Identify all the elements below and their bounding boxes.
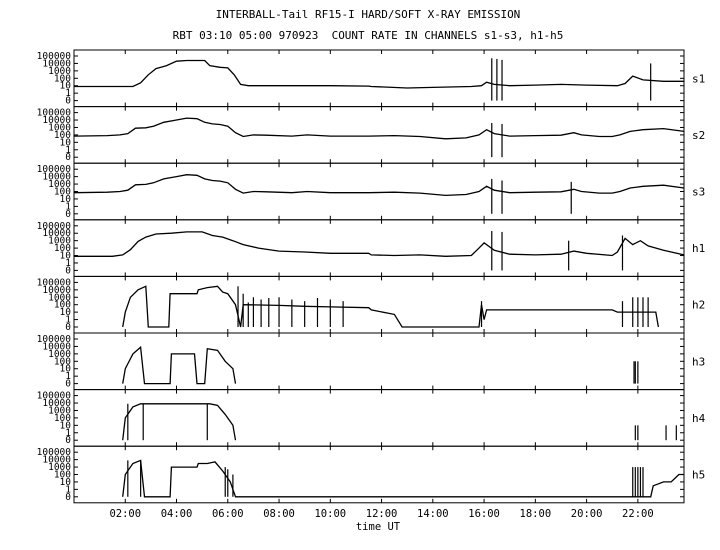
series-line-h3 <box>122 345 237 385</box>
y-tick-label: 100000 <box>37 221 72 232</box>
y-tick-label: 0 <box>65 379 71 390</box>
y-tick-label: 100000 <box>37 391 72 402</box>
y-tick-label: 100 <box>54 130 71 141</box>
panel-frame <box>73 162 685 221</box>
y-tick-label: 100000 <box>37 164 72 175</box>
series-line-s1 <box>74 59 684 89</box>
series-line-h2 <box>122 285 660 328</box>
series-label-s2: s2 <box>692 129 705 142</box>
y-tick-label: 1 <box>65 315 71 326</box>
panel-frame <box>73 332 685 391</box>
y-tick-label: 1000 <box>48 292 71 303</box>
series-label-h5: h5 <box>692 469 705 482</box>
y-tick-label: 1 <box>65 371 71 382</box>
y-tick-label: 1000 <box>48 179 71 190</box>
y-tick-label: 10000 <box>42 341 71 352</box>
y-tick-label: 0 <box>65 152 71 163</box>
y-tick-label: 10 <box>60 420 72 431</box>
y-tick-label: 100 <box>54 413 71 424</box>
y-tick-label: 10 <box>60 81 72 92</box>
series-label-s1: s1 <box>692 72 705 85</box>
panel-frame <box>73 445 685 504</box>
y-tick-label: 100000 <box>37 447 72 458</box>
x-tick-label: 10:00 <box>314 508 346 520</box>
series-line-h5 <box>122 459 684 498</box>
y-tick-label: 1 <box>65 484 71 495</box>
y-tick-label: 10 <box>60 307 72 318</box>
x-tick-label: 02:00 <box>109 508 141 520</box>
y-tick-label: 1 <box>65 258 71 269</box>
y-tick-label: 1 <box>65 201 71 212</box>
y-tick-label: 0 <box>65 322 71 333</box>
x-tick-label: 08:00 <box>263 508 295 520</box>
y-tick-label: 10 <box>60 477 72 488</box>
series-label-h2: h2 <box>692 299 705 312</box>
y-tick-label: 10 <box>60 194 72 205</box>
y-tick-label: 10000 <box>42 455 71 466</box>
y-tick-label: 100 <box>54 73 71 84</box>
x-tick-label: 12:00 <box>366 508 398 520</box>
x-tick-label: 06:00 <box>212 508 244 520</box>
panel-frame <box>73 106 685 164</box>
x-tick-label: 16:00 <box>468 508 500 520</box>
panel-frame <box>73 389 685 447</box>
y-tick-label: 1 <box>65 145 71 156</box>
x-axis-label: time UT <box>356 521 401 533</box>
series-line-s3 <box>73 174 685 197</box>
series-label-h4: h4 <box>692 412 706 425</box>
chart-subtitle: RBT 03:10 05:00 970923 COUNT RATE IN CHA… <box>172 29 564 42</box>
y-tick-label: 10000 <box>42 228 71 239</box>
y-tick-label: 0 <box>65 492 71 503</box>
y-tick-label: 0 <box>65 435 71 446</box>
y-tick-label: 10000 <box>42 58 71 69</box>
y-tick-label: 100000 <box>37 51 72 62</box>
series-label-h1: h1 <box>692 242 705 255</box>
y-tick-label: 1000 <box>48 122 71 133</box>
y-tick-label: 1000 <box>48 462 71 473</box>
series-label-h3: h3 <box>692 355 705 368</box>
y-tick-label: 10000 <box>42 398 71 409</box>
y-tick-label: 100 <box>54 243 71 254</box>
y-tick-label: 10 <box>60 251 72 262</box>
panel-frame <box>73 275 685 334</box>
y-tick-label: 10000 <box>42 172 71 183</box>
y-tick-label: 10000 <box>42 285 71 296</box>
y-tick-label: 10 <box>60 137 72 148</box>
panel-frame <box>73 49 685 108</box>
y-tick-label: 100000 <box>37 277 72 288</box>
x-tick-label: 18:00 <box>520 508 552 520</box>
x-tick-label: 04:00 <box>161 508 193 520</box>
y-tick-label: 100 <box>54 470 71 481</box>
y-tick-label: 0 <box>65 265 71 276</box>
panel-frame <box>73 219 685 277</box>
x-tick-label: 22:00 <box>622 508 654 520</box>
y-tick-label: 1 <box>65 88 71 99</box>
series-line-s2 <box>73 117 685 140</box>
y-tick-label: 10000 <box>42 115 71 126</box>
y-tick-label: 100 <box>54 300 71 311</box>
series-line-h4 <box>122 403 237 441</box>
y-tick-label: 0 <box>65 96 71 107</box>
chart-title: INTERBALL-Tail RF15-I HARD/SOFT X-RAY EM… <box>215 8 521 21</box>
y-tick-label: 100 <box>54 187 71 198</box>
y-tick-label: 1000 <box>48 349 71 360</box>
y-tick-label: 0 <box>65 209 71 220</box>
y-tick-label: 1 <box>65 428 71 439</box>
y-tick-label: 1000 <box>48 236 71 247</box>
y-tick-label: 10 <box>60 364 72 375</box>
y-tick-label: 1000 <box>48 405 71 416</box>
y-tick-label: 100 <box>54 356 71 367</box>
series-line-h1 <box>74 231 685 257</box>
y-tick-label: 100000 <box>37 334 72 345</box>
y-tick-label: 100000 <box>37 108 72 119</box>
series-label-s3: s3 <box>692 186 705 199</box>
x-tick-label: 20:00 <box>571 508 603 520</box>
x-tick-label: 14:00 <box>417 508 449 520</box>
y-tick-label: 1000 <box>48 66 71 77</box>
